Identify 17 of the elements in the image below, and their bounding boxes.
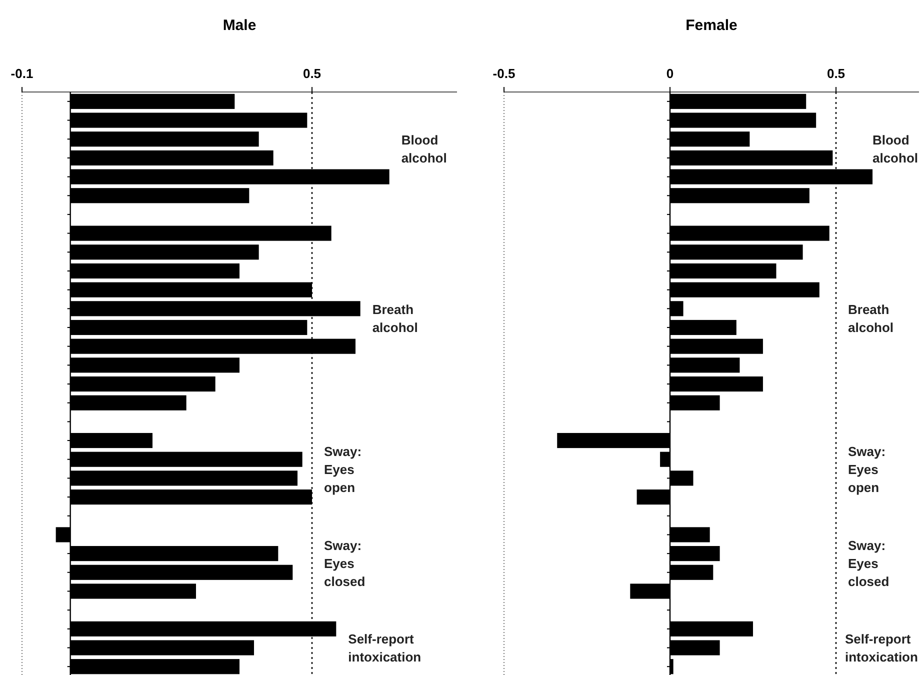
annotation: Sway: Eyes open (848, 444, 886, 495)
annotation: Blood alcohol (872, 132, 918, 166)
annotation: Self-report intoxication (844, 632, 918, 665)
annotation: Blood alcohol (401, 132, 447, 166)
annotation: Self-report intoxication (348, 632, 422, 665)
chart-title: Female (686, 17, 738, 34)
annotation: Breath alcohol (848, 302, 894, 336)
x-tick-label: 0 (666, 66, 674, 81)
chart-title: Male (222, 17, 256, 34)
x-tick-label: 0.5 (826, 66, 846, 81)
x-tick-label: -0.1 (10, 66, 34, 81)
x-tick-label: 0.5 (302, 66, 322, 81)
x-tick-label: -0.5 (492, 66, 516, 81)
annotation: Breath alcohol (372, 302, 418, 336)
annotation: Sway: Eyes closed (324, 538, 366, 589)
annotation: Sway: Eyes open (324, 444, 362, 495)
annotation: Sway: Eyes closed (848, 538, 890, 589)
